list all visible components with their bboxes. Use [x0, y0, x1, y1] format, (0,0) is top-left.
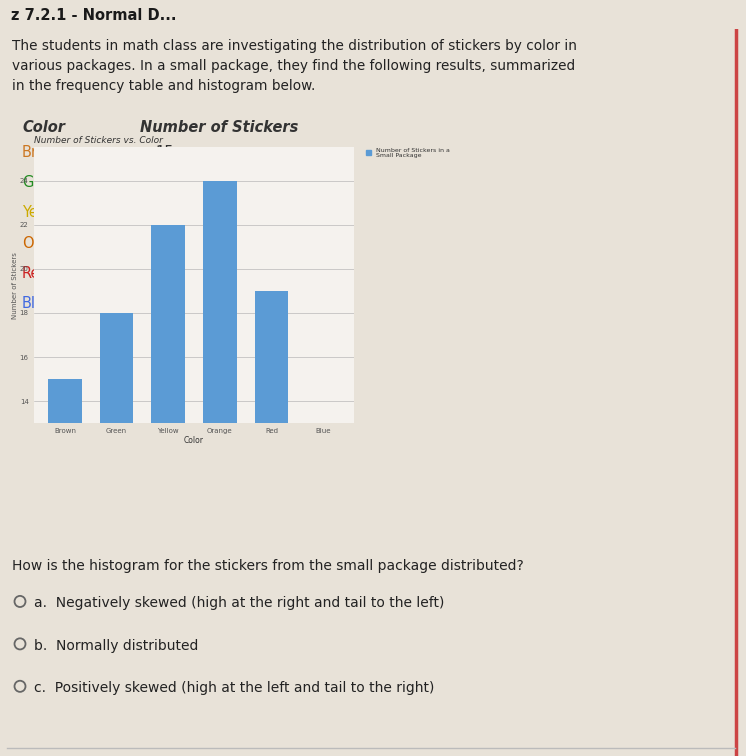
Text: Color: Color [22, 119, 65, 135]
Text: z 7.2.1 - Normal D...: z 7.2.1 - Normal D... [11, 8, 177, 23]
Text: 22: 22 [155, 206, 174, 221]
Text: various packages. In a small package, they find the following results, summarize: various packages. In a small package, th… [12, 59, 575, 73]
X-axis label: Color: Color [184, 435, 204, 445]
Legend: Number of Stickers in a
Small Package: Number of Stickers in a Small Package [364, 145, 453, 161]
Text: Orange: Orange [22, 236, 76, 251]
Text: b.  Normally distributed: b. Normally distributed [34, 639, 198, 653]
Text: Red: Red [22, 266, 50, 281]
Text: c.  Positively skewed (high at the left and tail to the right): c. Positively skewed (high at the left a… [34, 681, 434, 696]
Text: 24: 24 [155, 236, 174, 251]
Bar [306, 423, 339, 711]
Text: 19: 19 [155, 266, 174, 281]
Text: Brown: Brown [22, 145, 68, 160]
Text: The students in math class are investigating the distribution of stickers by col: The students in math class are investiga… [12, 39, 577, 53]
Text: 18: 18 [155, 175, 174, 191]
Bar [203, 181, 236, 711]
Bar [48, 380, 82, 711]
Text: a.  Negatively skewed (high at the right and tail to the left): a. Negatively skewed (high at the right … [34, 596, 445, 610]
Bar [254, 291, 288, 711]
Circle shape [14, 680, 25, 692]
Bar [100, 313, 134, 711]
Text: Number of Stickers vs. Color: Number of Stickers vs. Color [34, 136, 163, 145]
Text: Yellow: Yellow [22, 206, 67, 221]
Text: 15: 15 [155, 145, 174, 160]
Text: in the frequency table and histogram below.: in the frequency table and histogram bel… [12, 79, 316, 93]
Circle shape [14, 638, 25, 649]
Circle shape [14, 596, 25, 607]
Text: How is the histogram for the stickers from the small package distributed?: How is the histogram for the stickers fr… [12, 559, 524, 573]
Y-axis label: Number of Stickers: Number of Stickers [13, 252, 19, 319]
Text: 13: 13 [155, 296, 173, 311]
Text: Blue: Blue [22, 296, 54, 311]
Text: Green: Green [22, 175, 66, 191]
Bar [151, 225, 185, 711]
Text: Number of Stickers: Number of Stickers [140, 119, 298, 135]
